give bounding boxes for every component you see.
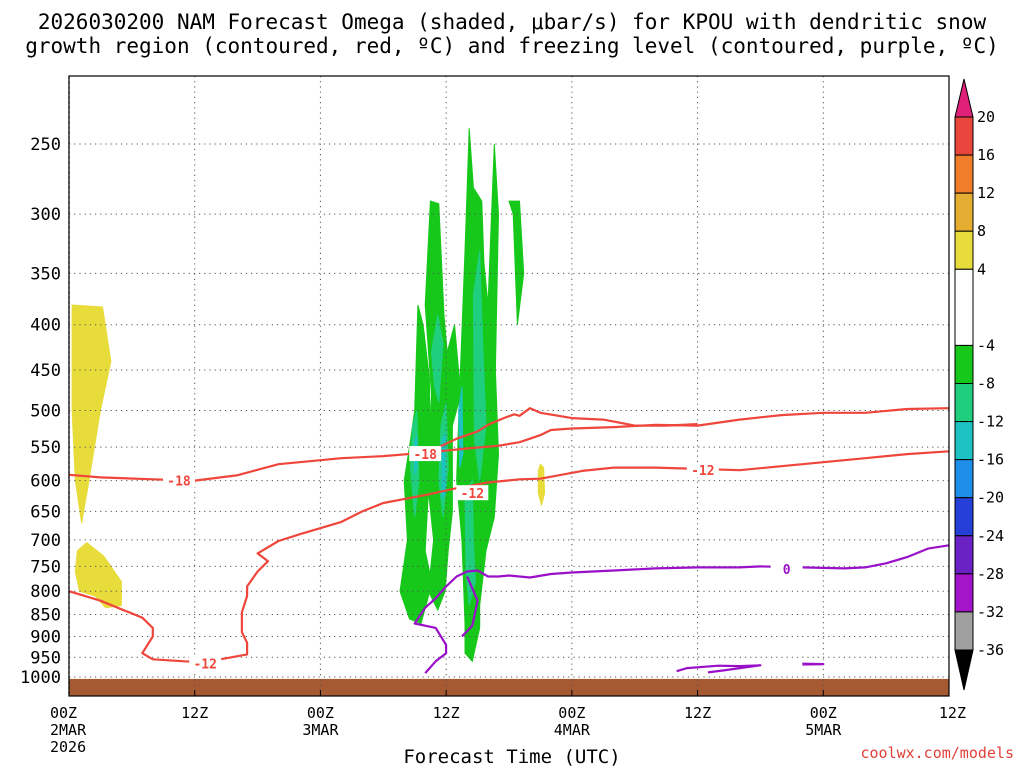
dgz-18-contour xyxy=(69,407,949,482)
colorbar-tick-12: 12 xyxy=(977,184,995,202)
x-tick-label-2-1: 3MAR xyxy=(302,721,339,739)
y-tick-label-350: 350 xyxy=(30,264,61,284)
y-tick-label-450: 450 xyxy=(30,361,61,381)
omega-region-0 xyxy=(71,304,112,524)
colorbar-band-1 xyxy=(954,154,974,194)
chart-title-line-1: 2026030200 NAM Forecast Omega (shaded, μ… xyxy=(37,10,987,34)
x-tick-label-0-2: 2026 xyxy=(50,738,86,756)
y-tick-label-550: 550 xyxy=(30,438,61,458)
x-tick-label-7-0: 12Z xyxy=(939,704,966,722)
colorbar-tick-16: 16 xyxy=(977,146,995,164)
x-tick-label-6-1: 5MAR xyxy=(805,721,842,739)
colorbar-band-10 xyxy=(954,535,974,575)
colorbar-tick-m24: -24 xyxy=(977,527,1004,545)
dgz-18-label-0: -18 xyxy=(167,475,191,490)
dgz-12-label-bg-0 xyxy=(189,655,222,671)
colorbar-band-5 xyxy=(954,344,974,384)
omega-region-5 xyxy=(424,200,462,612)
freezing-level-label-0: 0 xyxy=(783,563,791,578)
y-tick-label-650: 650 xyxy=(30,502,61,522)
omega-region-13 xyxy=(441,432,446,500)
x-tick-label-4-1: 4MAR xyxy=(554,721,591,739)
plot-frame xyxy=(68,75,950,697)
colorbar-tick-m36: -36 xyxy=(977,641,1004,659)
freezing-level-contour xyxy=(413,544,949,674)
colorbar-tick-m16: -16 xyxy=(977,451,1004,469)
y-tick-label-800: 800 xyxy=(30,582,61,602)
y-tick-label-900: 900 xyxy=(30,627,61,647)
dgz-18-contour-segment-0 xyxy=(424,407,698,456)
colorbar-tick-m32: -32 xyxy=(977,603,1004,621)
colorbar-tick-m12: -12 xyxy=(977,413,1004,431)
colorbar-tick-m20: -20 xyxy=(977,489,1004,507)
colorbar-band-8 xyxy=(954,459,974,499)
colorbar-band-7 xyxy=(954,421,974,461)
omega-region-1 xyxy=(74,541,122,609)
colorbar-tick-m4: -4 xyxy=(977,336,995,354)
dgz-12-label-2: -12 xyxy=(691,464,714,479)
colorbar-tick-m8: -8 xyxy=(977,375,995,393)
colorbar-band-3 xyxy=(954,230,974,270)
colorbar-band-0 xyxy=(954,116,974,156)
x-tick-label-4-0: 00Z xyxy=(558,704,585,722)
colorbar-tick-m28: -28 xyxy=(977,565,1004,583)
omega-region-2 xyxy=(537,463,546,506)
dgz-18-label-1: -18 xyxy=(413,448,437,463)
dgz-12-label-1: -12 xyxy=(461,487,484,502)
y-tick-label-400: 400 xyxy=(30,316,61,336)
x-tick-label-2-0: 00Z xyxy=(307,704,334,722)
freezing-level-contour-segment-0 xyxy=(461,576,479,638)
credit-text: coolwx.com/models xyxy=(860,744,1014,762)
colorbar-band-4 xyxy=(954,268,974,346)
y-tick-label-750: 750 xyxy=(30,557,61,577)
x-tick-label-1-0: 12Z xyxy=(181,704,208,722)
y-tick-label-1000: 1000 xyxy=(20,668,61,688)
colorbar-bottom-arrow xyxy=(954,649,974,691)
colorbar-band-12 xyxy=(954,611,974,651)
x-tick-label-5-0: 12Z xyxy=(684,704,711,722)
y-tick-label-500: 500 xyxy=(30,402,61,422)
y-tick-label-850: 850 xyxy=(30,606,61,626)
dgz-12-label-bg-1 xyxy=(456,485,489,501)
colorbar-band-9 xyxy=(954,497,974,537)
x-tick-label-6-0: 00Z xyxy=(810,704,837,722)
colorbar-band-11 xyxy=(954,573,974,613)
y-tick-label-250: 250 xyxy=(30,135,61,155)
dgz-12-label-0: -12 xyxy=(193,657,216,672)
colorbar-band-6 xyxy=(954,383,974,423)
x-axis-label: Forecast Time (UTC) xyxy=(403,746,621,768)
dgz-12-contour xyxy=(69,450,949,664)
omega-region-3 xyxy=(508,200,525,325)
freezing-level-label-bg-0 xyxy=(770,560,803,576)
colorbar-band-2 xyxy=(954,192,974,232)
colorbar-top-arrow xyxy=(954,78,974,118)
dgz-18-label-bg-0 xyxy=(163,472,195,488)
surface-band xyxy=(69,678,949,696)
freezing-level-contour-segment-2 xyxy=(802,662,825,666)
x-tick-label-3-0: 12Z xyxy=(433,704,460,722)
dgz-12-label-bg-2 xyxy=(686,462,719,478)
chart-title-line-2: growth region (contoured, red, ºC) and f… xyxy=(25,34,999,58)
y-tick-label-300: 300 xyxy=(30,205,61,225)
y-tick-label-950: 950 xyxy=(30,648,61,668)
omega-region-7 xyxy=(430,314,444,403)
colorbar-tick-8: 8 xyxy=(977,222,986,240)
y-tick-label-600: 600 xyxy=(30,472,61,492)
colorbar-tick-20: 20 xyxy=(977,108,995,126)
x-tick-label-0-0: 00Z xyxy=(50,704,77,722)
colorbar-tick-4: 4 xyxy=(977,260,986,278)
dgz-18-label-bg-1 xyxy=(409,446,442,462)
x-tick-label-0-1: 2MAR xyxy=(50,721,87,739)
y-tick-label-700: 700 xyxy=(30,531,61,551)
freezing-level-contour-segment-1 xyxy=(676,664,762,674)
